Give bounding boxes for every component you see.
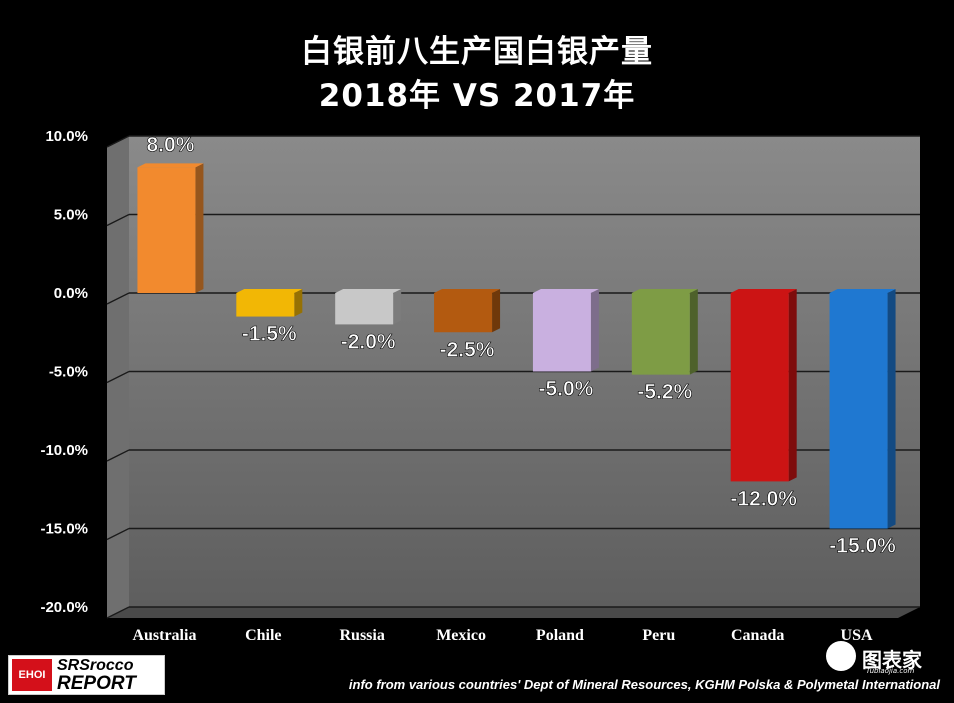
- logo-text-report: REPORT: [57, 673, 136, 694]
- bar-side: [195, 163, 204, 293]
- bar-top: [532, 289, 599, 293]
- data-label: -2.5%: [440, 338, 495, 361]
- y-tick-label: -5.0%: [49, 364, 88, 381]
- bar: [829, 293, 888, 529]
- data-label: -5.0%: [539, 378, 594, 401]
- gridline-side: [106, 449, 130, 462]
- chart-subtitle: 2018年 VS 2017年: [318, 78, 636, 114]
- tubiaojia-watermark: 图表家 Tubiaojia.com: [826, 641, 946, 675]
- bar: [434, 293, 493, 333]
- bar-side: [393, 289, 402, 325]
- y-tick-label: -20.0%: [40, 599, 88, 616]
- bar-top: [236, 289, 303, 293]
- y-tick-label: 10.0%: [45, 128, 88, 145]
- data-label: -12.0%: [730, 487, 797, 510]
- bar-top: [829, 289, 896, 293]
- bar-side: [689, 289, 698, 375]
- x-tick-label: Poland: [536, 627, 584, 644]
- watermark-text: 图表家: [862, 648, 922, 672]
- x-tick-label: Canada: [731, 627, 784, 644]
- y-tick-label: 5.0%: [54, 207, 88, 224]
- bar-top: [137, 163, 204, 168]
- bar-side: [788, 289, 797, 482]
- logo-text-srsrocco: SRSrocco: [57, 657, 134, 674]
- watermark-face-icon: [826, 641, 856, 671]
- logo-badge-text: EHOI: [18, 669, 46, 681]
- y-tick-label: 0.0%: [54, 285, 88, 302]
- bar-side: [294, 289, 303, 317]
- bar: [137, 167, 196, 293]
- data-label: 8.0%: [147, 133, 195, 156]
- gridline-side: [106, 292, 130, 305]
- chart-floor: [107, 607, 920, 618]
- data-label: -2.0%: [341, 330, 396, 353]
- y-tick-label: -10.0%: [40, 442, 88, 459]
- srsrocco-logo: EHOI SRSrocco REPORT: [8, 655, 165, 695]
- bar-side: [492, 289, 501, 333]
- bar: [532, 293, 591, 372]
- data-label: -5.2%: [637, 381, 692, 404]
- chart-title: 白银前八生产国白银产量: [301, 34, 653, 70]
- bar: [236, 293, 295, 317]
- bar: [730, 293, 789, 482]
- watermark-subtext: Tubiaojia.com: [866, 667, 915, 675]
- bar: [335, 293, 394, 325]
- bar-top: [335, 289, 402, 293]
- y-tick-label: -15.0%: [40, 521, 88, 538]
- gridline-side: [106, 135, 130, 148]
- bar-side: [590, 289, 599, 372]
- bar-side: [887, 289, 896, 529]
- gridline-side: [106, 527, 130, 541]
- data-label: -1.5%: [242, 323, 297, 346]
- x-tick-label: Australia: [132, 627, 196, 644]
- gridline-side: [106, 213, 130, 227]
- logo-badge: EHOI: [12, 659, 52, 691]
- bar-top: [730, 289, 797, 293]
- x-tick-label: Russia: [340, 627, 385, 644]
- data-label: -15.0%: [829, 535, 896, 558]
- x-tick-label: Peru: [642, 627, 675, 644]
- x-tick-label: Mexico: [436, 627, 486, 644]
- source-note: info from various countries' Dept of Min…: [348, 677, 940, 692]
- bar-top: [631, 289, 698, 293]
- bar-top: [434, 289, 501, 293]
- gridline-side: [106, 370, 130, 384]
- gridline-side: [106, 606, 130, 619]
- bar: [631, 293, 690, 375]
- x-tick-label: USA: [841, 627, 873, 644]
- x-tick-label: Chile: [245, 627, 281, 644]
